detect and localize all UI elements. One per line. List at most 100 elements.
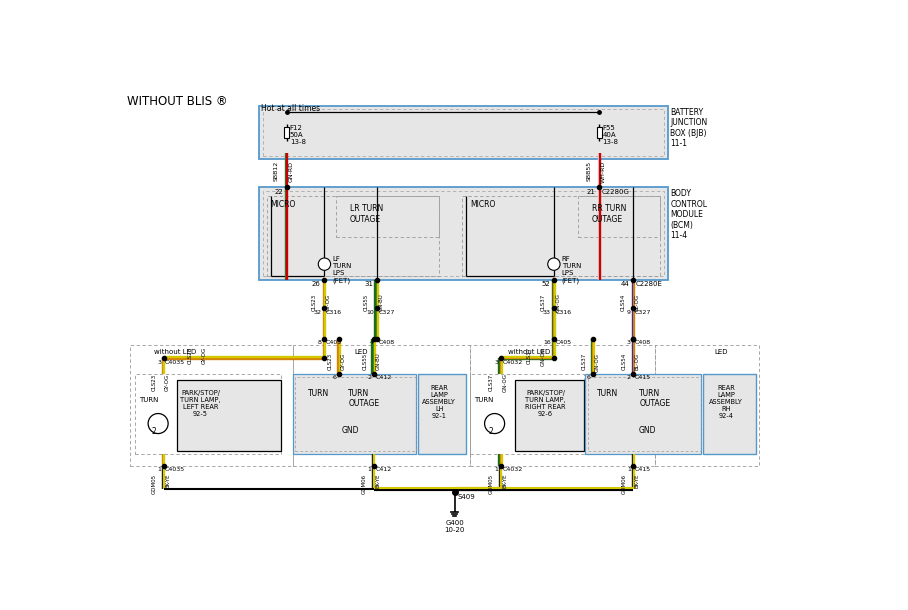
Text: C4035: C4035 xyxy=(165,467,185,472)
Bar xyxy=(259,187,668,279)
Text: RR TURN
OUTAGE: RR TURN OUTAGE xyxy=(592,204,626,223)
Text: 33: 33 xyxy=(543,310,551,315)
Text: BK-YE: BK-YE xyxy=(375,473,380,488)
Text: GND: GND xyxy=(638,426,656,435)
Text: LR TURN
OUTAGE: LR TURN OUTAGE xyxy=(350,204,383,223)
Text: REAR
LAMP
ASSEMBLY
LH
92-1: REAR LAMP ASSEMBLY LH 92-1 xyxy=(422,385,456,419)
Bar xyxy=(470,345,655,466)
Bar xyxy=(262,191,664,276)
Text: CLS23: CLS23 xyxy=(188,346,192,364)
Bar xyxy=(418,373,466,454)
Text: BK-YE: BK-YE xyxy=(502,473,508,488)
Bar xyxy=(284,127,289,138)
Text: 6: 6 xyxy=(333,375,337,380)
Text: GY-OG: GY-OG xyxy=(202,346,207,364)
Text: 3: 3 xyxy=(627,340,630,345)
Text: MICRO: MICRO xyxy=(271,200,296,209)
Text: GN-OG: GN-OG xyxy=(595,353,599,371)
Text: REAR
LAMP
ASSEMBLY
RH
92-4: REAR LAMP ASSEMBLY RH 92-4 xyxy=(709,385,744,419)
Text: BK-YE: BK-YE xyxy=(165,473,170,488)
Text: BL-OG: BL-OG xyxy=(635,353,640,370)
Text: C405: C405 xyxy=(326,340,342,345)
Text: C2280E: C2280E xyxy=(636,281,663,287)
Text: C4032: C4032 xyxy=(502,360,523,365)
Text: GND: GND xyxy=(342,426,360,435)
Text: MICRO: MICRO xyxy=(470,200,496,209)
Text: 3: 3 xyxy=(495,360,498,365)
Text: 2: 2 xyxy=(489,428,493,436)
Text: TURN: TURN xyxy=(139,396,158,403)
Text: F12
50A
13-8: F12 50A 13-8 xyxy=(290,125,306,145)
Text: C327: C327 xyxy=(379,310,395,315)
Text: 2: 2 xyxy=(368,375,371,380)
Text: C408: C408 xyxy=(635,340,651,345)
Text: 52: 52 xyxy=(541,281,550,287)
Bar xyxy=(462,196,660,276)
Circle shape xyxy=(148,414,168,434)
Text: 8: 8 xyxy=(318,340,321,345)
Text: GN-OG: GN-OG xyxy=(541,346,546,365)
Bar xyxy=(267,196,439,276)
Text: C408: C408 xyxy=(379,340,394,345)
Text: GDM06: GDM06 xyxy=(361,473,367,493)
Bar xyxy=(262,109,664,156)
Bar xyxy=(597,127,602,138)
Bar xyxy=(130,345,293,466)
Text: 21: 21 xyxy=(587,190,596,195)
Text: C4035: C4035 xyxy=(165,360,185,365)
Text: LED: LED xyxy=(354,349,368,355)
Bar xyxy=(703,373,755,454)
Text: GN-BU: GN-BU xyxy=(379,293,383,311)
Text: BODY
CONTROL
MODULE
(BCM)
11-4: BODY CONTROL MODULE (BCM) 11-4 xyxy=(670,190,707,240)
Bar xyxy=(259,106,668,159)
Text: CLS37: CLS37 xyxy=(541,293,547,310)
Bar xyxy=(515,379,584,451)
Bar xyxy=(295,378,416,451)
Text: 22: 22 xyxy=(274,190,283,195)
Text: SBB55: SBB55 xyxy=(587,161,592,181)
Circle shape xyxy=(548,258,560,270)
Circle shape xyxy=(485,414,505,434)
Text: PARK/STOP/
TURN LAMP,
LEFT REAR
92-5: PARK/STOP/ TURN LAMP, LEFT REAR 92-5 xyxy=(180,390,221,417)
Bar xyxy=(587,378,701,451)
Text: C412: C412 xyxy=(375,375,391,380)
Text: Hot at all times: Hot at all times xyxy=(261,104,320,113)
Text: C2280G: C2280G xyxy=(602,190,629,195)
Text: 26: 26 xyxy=(311,281,321,287)
Text: 31: 31 xyxy=(364,281,373,287)
Text: GY-OG: GY-OG xyxy=(326,293,331,310)
Text: CLS37: CLS37 xyxy=(582,353,587,370)
Text: GDM06: GDM06 xyxy=(621,473,627,493)
Text: 16: 16 xyxy=(543,340,551,345)
Text: SBB12: SBB12 xyxy=(274,161,279,181)
Bar xyxy=(470,373,584,454)
Text: BATTERY
JUNCTION
BOX (BJB)
11-1: BATTERY JUNCTION BOX (BJB) 11-1 xyxy=(670,108,707,148)
Text: GN-BU: GN-BU xyxy=(375,353,380,370)
Text: 44: 44 xyxy=(620,281,629,287)
Text: CLS23: CLS23 xyxy=(328,353,333,370)
Text: C4032: C4032 xyxy=(502,467,523,472)
Text: LF
TURN
LPS
(FET): LF TURN LPS (FET) xyxy=(332,256,351,284)
Text: CLS23: CLS23 xyxy=(311,293,317,310)
Text: without LED: without LED xyxy=(508,349,551,355)
Text: GY-OG: GY-OG xyxy=(340,353,346,370)
Text: C412: C412 xyxy=(375,467,391,472)
Text: BL-OG: BL-OG xyxy=(635,293,640,310)
Text: GDM05: GDM05 xyxy=(152,473,156,493)
Text: WITHOUT BLIS ®: WITHOUT BLIS ® xyxy=(127,95,228,108)
Text: BK-YE: BK-YE xyxy=(635,473,640,488)
Text: GN-OG: GN-OG xyxy=(502,373,508,392)
Bar xyxy=(336,196,439,237)
Bar xyxy=(293,345,470,466)
Text: TURN
OUTAGE: TURN OUTAGE xyxy=(349,389,380,408)
Text: 2: 2 xyxy=(627,375,631,380)
Text: CLS55: CLS55 xyxy=(362,353,368,370)
Text: GDM05: GDM05 xyxy=(489,473,494,493)
Text: GN-OG: GN-OG xyxy=(556,293,560,312)
Text: 3: 3 xyxy=(157,360,162,365)
Text: 1: 1 xyxy=(368,467,371,472)
Text: 4: 4 xyxy=(370,340,374,345)
Text: CLS37: CLS37 xyxy=(489,373,494,391)
Text: CLS54: CLS54 xyxy=(620,293,626,310)
Text: TURN
OUTAGE: TURN OUTAGE xyxy=(639,389,670,408)
